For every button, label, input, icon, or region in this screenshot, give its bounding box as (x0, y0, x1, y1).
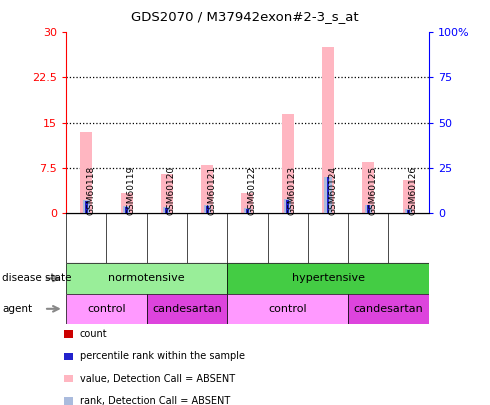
Text: GSM60124: GSM60124 (328, 166, 337, 215)
Bar (227, 263, 429, 294)
Bar (405, 209, 412, 213)
Bar (161, 174, 173, 213)
Bar (121, 194, 133, 213)
Text: hypertensive: hypertensive (292, 273, 365, 283)
Bar (327, 212, 329, 213)
Text: GSM60123: GSM60123 (288, 166, 297, 215)
Bar (246, 212, 249, 213)
Text: GSM60120: GSM60120 (167, 166, 176, 215)
Bar (66, 263, 227, 294)
Bar (322, 47, 334, 213)
Bar (227, 294, 348, 324)
Text: agent: agent (2, 304, 32, 314)
Text: disease state: disease state (2, 273, 72, 283)
Bar (362, 162, 374, 213)
Bar (407, 212, 410, 213)
Bar (125, 207, 128, 213)
Bar (367, 205, 370, 213)
Text: GSM60121: GSM60121 (207, 166, 216, 215)
Bar (125, 211, 128, 213)
Text: value, Detection Call = ABSENT: value, Detection Call = ABSENT (80, 374, 235, 384)
Text: candesartan: candesartan (354, 304, 423, 314)
Text: count: count (80, 329, 107, 339)
Bar (246, 209, 249, 213)
Bar (365, 205, 372, 213)
Bar (242, 194, 253, 213)
Bar (203, 205, 211, 213)
Bar (284, 199, 292, 213)
Text: normotensive: normotensive (108, 273, 185, 283)
Bar (85, 211, 88, 213)
Text: control: control (269, 304, 307, 314)
Bar (327, 177, 329, 213)
Bar (80, 132, 92, 213)
Text: control: control (87, 304, 126, 314)
Bar (282, 113, 294, 213)
Text: GSM60119: GSM60119 (126, 166, 136, 215)
Bar (147, 294, 227, 324)
Text: percentile rank within the sample: percentile rank within the sample (80, 352, 245, 361)
Bar (66, 294, 147, 324)
Bar (206, 206, 209, 213)
Text: GDS2070 / M37942exon#2-3_s_at: GDS2070 / M37942exon#2-3_s_at (131, 10, 359, 23)
Text: rank, Detection Call = ABSENT: rank, Detection Call = ABSENT (80, 396, 230, 405)
Bar (85, 201, 88, 213)
Bar (286, 211, 289, 213)
Bar (163, 207, 171, 213)
Bar (166, 208, 168, 213)
Bar (201, 164, 213, 213)
Bar (244, 208, 251, 213)
Text: GSM60126: GSM60126 (409, 166, 417, 215)
Bar (286, 200, 289, 213)
Bar (166, 212, 168, 213)
Bar (407, 210, 410, 213)
Text: candesartan: candesartan (152, 304, 222, 314)
Bar (123, 206, 130, 213)
Bar (206, 211, 209, 213)
Text: GSM60122: GSM60122 (247, 166, 256, 215)
Bar (348, 294, 429, 324)
Text: GSM60125: GSM60125 (368, 166, 377, 215)
Text: GSM60118: GSM60118 (86, 166, 95, 215)
Bar (83, 200, 90, 213)
Bar (367, 212, 370, 213)
Bar (403, 179, 415, 213)
Bar (324, 177, 332, 213)
